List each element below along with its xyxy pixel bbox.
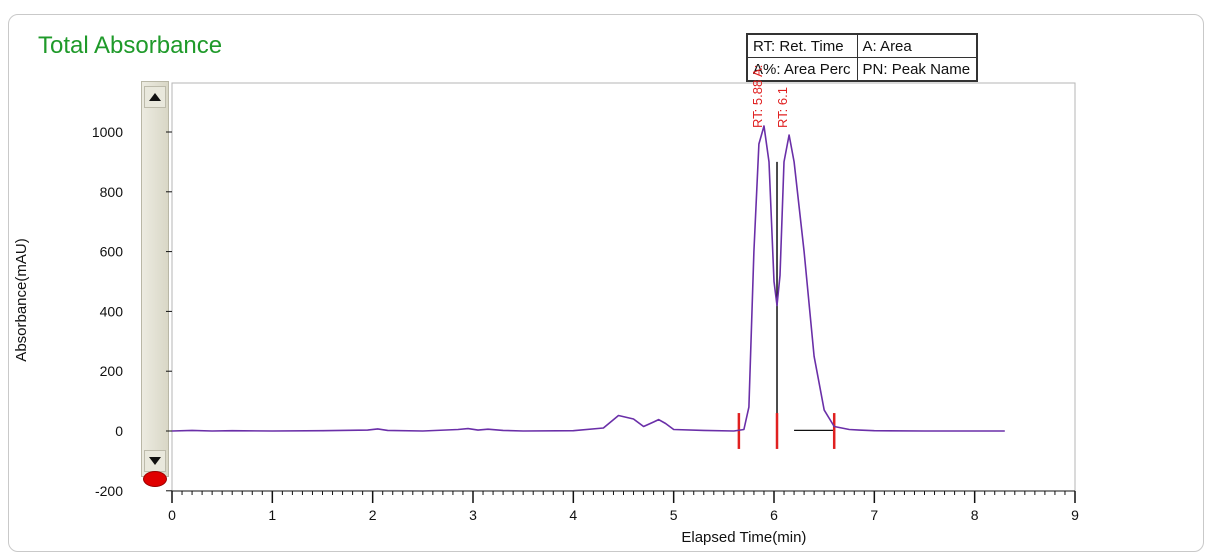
triangle-down-icon bbox=[149, 457, 161, 465]
legend-area: A: Area bbox=[856, 34, 978, 58]
x-tick-label: 3 bbox=[469, 507, 477, 523]
legend-peak-name: PN: Peak Name bbox=[856, 57, 978, 81]
x-tick-label: 5 bbox=[670, 507, 678, 523]
x-axis-label: Elapsed Time(min) bbox=[681, 529, 806, 546]
x-tick-label: 1 bbox=[268, 507, 276, 523]
y-tick-label: -200 bbox=[95, 483, 123, 499]
legend-box: RT: Ret. Time A: Area A%: Area Perc PN: … bbox=[746, 33, 979, 82]
y-tick-label: 800 bbox=[100, 184, 124, 200]
y-tick-label: 1000 bbox=[92, 124, 123, 140]
y-tick-label: 200 bbox=[100, 363, 124, 379]
x-tick-label: 0 bbox=[168, 507, 176, 523]
x-tick-label: 4 bbox=[569, 507, 577, 523]
vertical-scrollbar[interactable] bbox=[141, 81, 169, 477]
series-group bbox=[171, 125, 1005, 432]
legend-area-perc: A%: Area Perc bbox=[747, 57, 858, 81]
y-tick-label: 400 bbox=[100, 303, 124, 319]
series-line bbox=[171, 125, 1005, 432]
chart-title: Total Absorbance bbox=[38, 32, 223, 59]
x-tick-label: 2 bbox=[369, 507, 377, 523]
plot-area bbox=[171, 82, 1076, 492]
x-tick-label: 6 bbox=[770, 507, 778, 523]
x-tick-label: 8 bbox=[971, 507, 979, 523]
peak-label: RT: 6.1 bbox=[775, 87, 790, 128]
scroll-up-button[interactable] bbox=[144, 86, 166, 108]
y-tick-label: 600 bbox=[100, 244, 124, 260]
y-axis-label: Absorbance(mAU) bbox=[13, 238, 30, 361]
y-tick-label: 0 bbox=[115, 423, 123, 439]
x-tick-label: 9 bbox=[1071, 507, 1079, 523]
x-tick-label: 7 bbox=[870, 507, 878, 523]
peak-labels: RT: 5.88 A: RT: 6.1 bbox=[750, 65, 790, 128]
x-axis: 0 1 2 3 4 5 6 7 8 9 bbox=[168, 490, 1079, 523]
triangle-up-icon bbox=[149, 93, 161, 101]
peak-label: RT: 5.88 A: bbox=[750, 65, 765, 128]
y-axis: -200 0 200 400 600 800 1000 bbox=[92, 124, 172, 499]
record-indicator[interactable] bbox=[143, 471, 167, 487]
